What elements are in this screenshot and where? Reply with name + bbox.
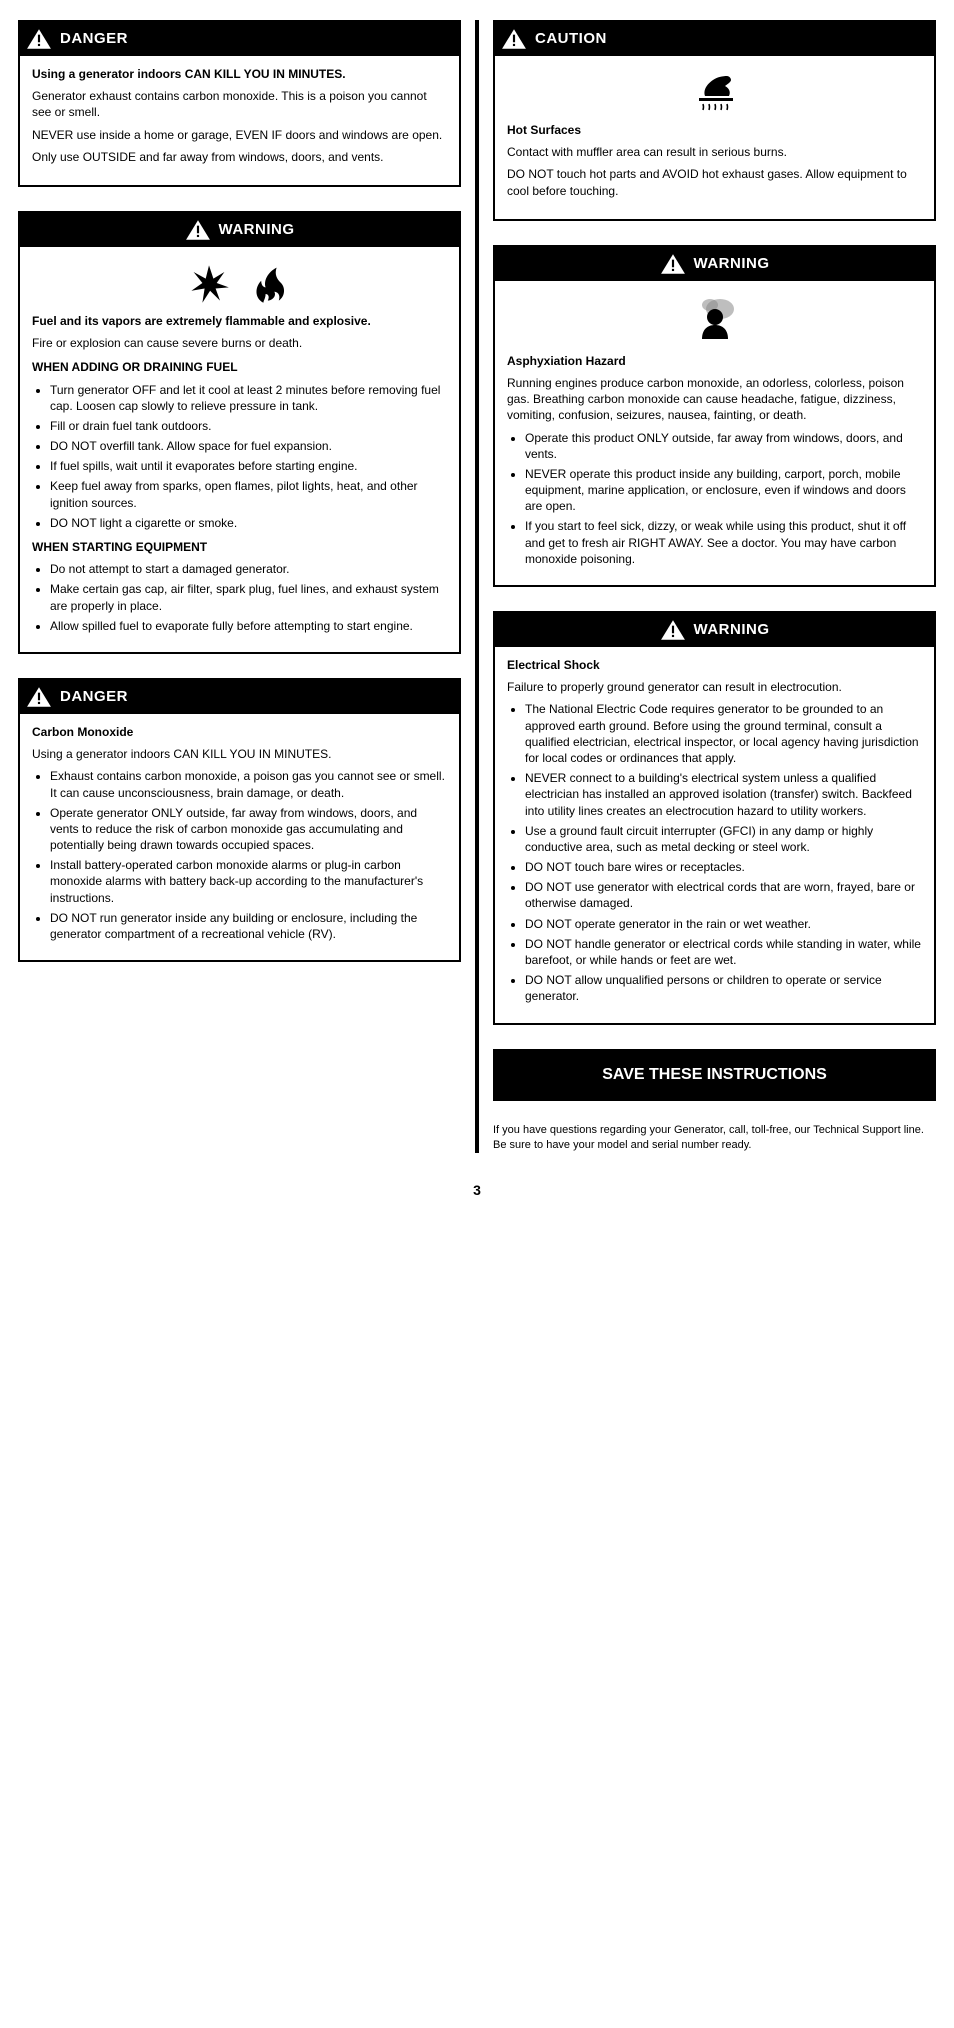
list-item: Use a ground fault circuit interrupter (… (525, 823, 922, 855)
alert-icon (26, 686, 52, 708)
section-heading: WHEN STARTING EQUIPMENT (32, 539, 447, 555)
warning-box-asphyx: WARNING Asphyxiation Hazard Running engi… (493, 245, 936, 587)
list-item: Exhaust contains carbon monoxide, a pois… (50, 768, 447, 800)
page-columns: DANGER Using a generator indoors CAN KIL… (18, 20, 936, 1153)
bullet-list: The National Electric Code requires gene… (507, 701, 922, 1004)
header-title: DANGER (60, 687, 128, 707)
warning-box-fire: WARNING Fuel and its vapors are extremel… (18, 211, 461, 654)
alert-icon (26, 28, 52, 50)
pictogram-row (507, 66, 922, 122)
box-body: Carbon Monoxide Using a generator indoor… (20, 714, 459, 960)
footer-note: If you have questions regarding your Gen… (493, 1123, 936, 1153)
list-item: DO NOT operate generator in the rain or … (525, 916, 922, 932)
pictogram-row (507, 291, 922, 353)
lead-text: Electrical Shock (507, 657, 922, 673)
list-item: Operate generator ONLY outside, far away… (50, 805, 447, 854)
list-item: Turn generator OFF and let it cool at le… (50, 382, 447, 414)
save-instructions-banner: SAVE THESE INSTRUCTIONS (493, 1049, 936, 1102)
box-body: Hot Surfaces Contact with muffler area c… (495, 56, 934, 219)
body-text: Contact with muffler area can result in … (507, 144, 922, 160)
sub-text: Failure to properly ground generator can… (507, 679, 922, 695)
box-header: WARNING (495, 247, 934, 281)
lead-text: Asphyxiation Hazard (507, 353, 922, 369)
box-header: DANGER (20, 22, 459, 56)
box-header: DANGER (20, 680, 459, 714)
list-item: DO NOT allow unqualified persons or chil… (525, 972, 922, 1004)
alert-icon (185, 219, 211, 241)
list-item: Fill or drain fuel tank outdoors. (50, 418, 447, 434)
list-item: Operate this product ONLY outside, far a… (525, 430, 922, 462)
lead-text: Hot Surfaces (507, 122, 922, 138)
lead-text: Carbon Monoxide (32, 724, 447, 740)
bullet-list: Turn generator OFF and let it cool at le… (32, 382, 447, 532)
alert-icon (660, 619, 686, 641)
page-number: 3 (18, 1181, 936, 1200)
list-item: NEVER connect to a building's electrical… (525, 770, 922, 819)
hot-surface-icon (687, 70, 743, 114)
body-text: Running engines produce carbon monoxide,… (507, 375, 922, 424)
list-item: Make certain gas cap, air filter, spark … (50, 581, 447, 613)
list-item: Do not attempt to start a damaged genera… (50, 561, 447, 577)
header-title: WARNING (694, 620, 770, 640)
box-body: Asphyxiation Hazard Running engines prod… (495, 281, 934, 585)
lead-text: Fuel and its vapors are extremely flamma… (32, 313, 447, 329)
box-header: WARNING (495, 613, 934, 647)
bullet-list: Exhaust contains carbon monoxide, a pois… (32, 768, 447, 942)
list-item: DO NOT touch bare wires or receptacles. (525, 859, 922, 875)
lead-text: Using a generator indoors CAN KILL YOU I… (32, 66, 447, 82)
fire-icon (247, 261, 293, 305)
box-body: Fuel and its vapors are extremely flamma… (20, 247, 459, 652)
list-item: DO NOT light a cigarette or smoke. (50, 515, 447, 531)
list-item: DO NOT overfill tank. Allow space for fu… (50, 438, 447, 454)
pictogram-row (32, 257, 447, 313)
list-item: Keep fuel away from sparks, open flames,… (50, 478, 447, 510)
section-heading: WHEN ADDING OR DRAINING FUEL (32, 359, 447, 375)
body-text: Only use OUTSIDE and far away from windo… (32, 149, 447, 165)
danger-box-1: DANGER Using a generator indoors CAN KIL… (18, 20, 461, 187)
header-title: CAUTION (535, 29, 607, 49)
list-item: NEVER operate this product inside any bu… (525, 466, 922, 515)
sub-text: Fire or explosion can cause severe burns… (32, 335, 447, 351)
box-body: Using a generator indoors CAN KILL YOU I… (20, 56, 459, 185)
body-text: DO NOT touch hot parts and AVOID hot exh… (507, 166, 922, 198)
caution-box-hot: CAUTION Hot Surfaces Contact with muffle… (493, 20, 936, 221)
warning-box-shock: WARNING Electrical Shock Failure to prop… (493, 611, 936, 1025)
bullet-list: Do not attempt to start a damaged genera… (32, 561, 447, 634)
alert-icon (501, 28, 527, 50)
box-body: Electrical Shock Failure to properly gro… (495, 647, 934, 1023)
box-header: WARNING (20, 213, 459, 247)
danger-box-co: DANGER Carbon Monoxide Using a generator… (18, 678, 461, 962)
list-item: DO NOT run generator inside any building… (50, 910, 447, 942)
toxic-fumes-icon (690, 295, 740, 345)
body-text: Generator exhaust contains carbon monoxi… (32, 88, 447, 120)
box-header: CAUTION (495, 22, 934, 56)
list-item: Allow spilled fuel to evaporate fully be… (50, 618, 447, 634)
header-title: WARNING (219, 220, 295, 240)
explosion-icon (186, 261, 232, 305)
list-item: If fuel spills, wait until it evaporates… (50, 458, 447, 474)
list-item: The National Electric Code requires gene… (525, 701, 922, 766)
column-divider (475, 20, 479, 1153)
header-title: WARNING (694, 254, 770, 274)
header-title: DANGER (60, 29, 128, 49)
sub-text: Using a generator indoors CAN KILL YOU I… (32, 746, 447, 762)
body-text: NEVER use inside a home or garage, EVEN … (32, 127, 447, 143)
alert-icon (660, 253, 686, 275)
list-item: Install battery-operated carbon monoxide… (50, 857, 447, 906)
left-column: DANGER Using a generator indoors CAN KIL… (18, 20, 461, 1153)
bullet-list: Operate this product ONLY outside, far a… (507, 430, 922, 568)
list-item: DO NOT use generator with electrical cor… (525, 879, 922, 911)
list-item: DO NOT handle generator or electrical co… (525, 936, 922, 968)
list-item: If you start to feel sick, dizzy, or wea… (525, 518, 922, 567)
right-column: CAUTION Hot Surfaces Contact with muffle… (493, 20, 936, 1153)
